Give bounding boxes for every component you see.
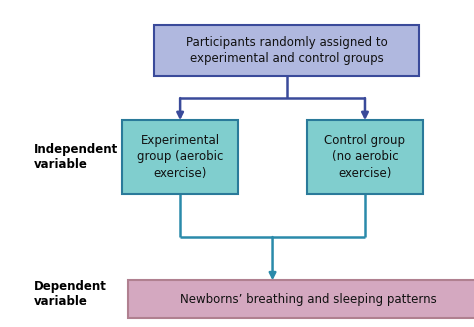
FancyBboxPatch shape (128, 280, 474, 318)
FancyBboxPatch shape (122, 120, 238, 194)
Text: Newborns’ breathing and sleeping patterns: Newborns’ breathing and sleeping pattern… (180, 293, 437, 306)
Text: Dependent
variable: Dependent variable (34, 280, 107, 308)
FancyBboxPatch shape (154, 26, 419, 76)
Text: Control group
(no aerobic
exercise): Control group (no aerobic exercise) (325, 134, 405, 180)
Text: Independent
variable: Independent variable (34, 143, 118, 171)
Text: Experimental
group (aerobic
exercise): Experimental group (aerobic exercise) (137, 134, 223, 180)
FancyBboxPatch shape (307, 120, 423, 194)
Text: Participants randomly assigned to
experimental and control groups: Participants randomly assigned to experi… (186, 36, 388, 65)
